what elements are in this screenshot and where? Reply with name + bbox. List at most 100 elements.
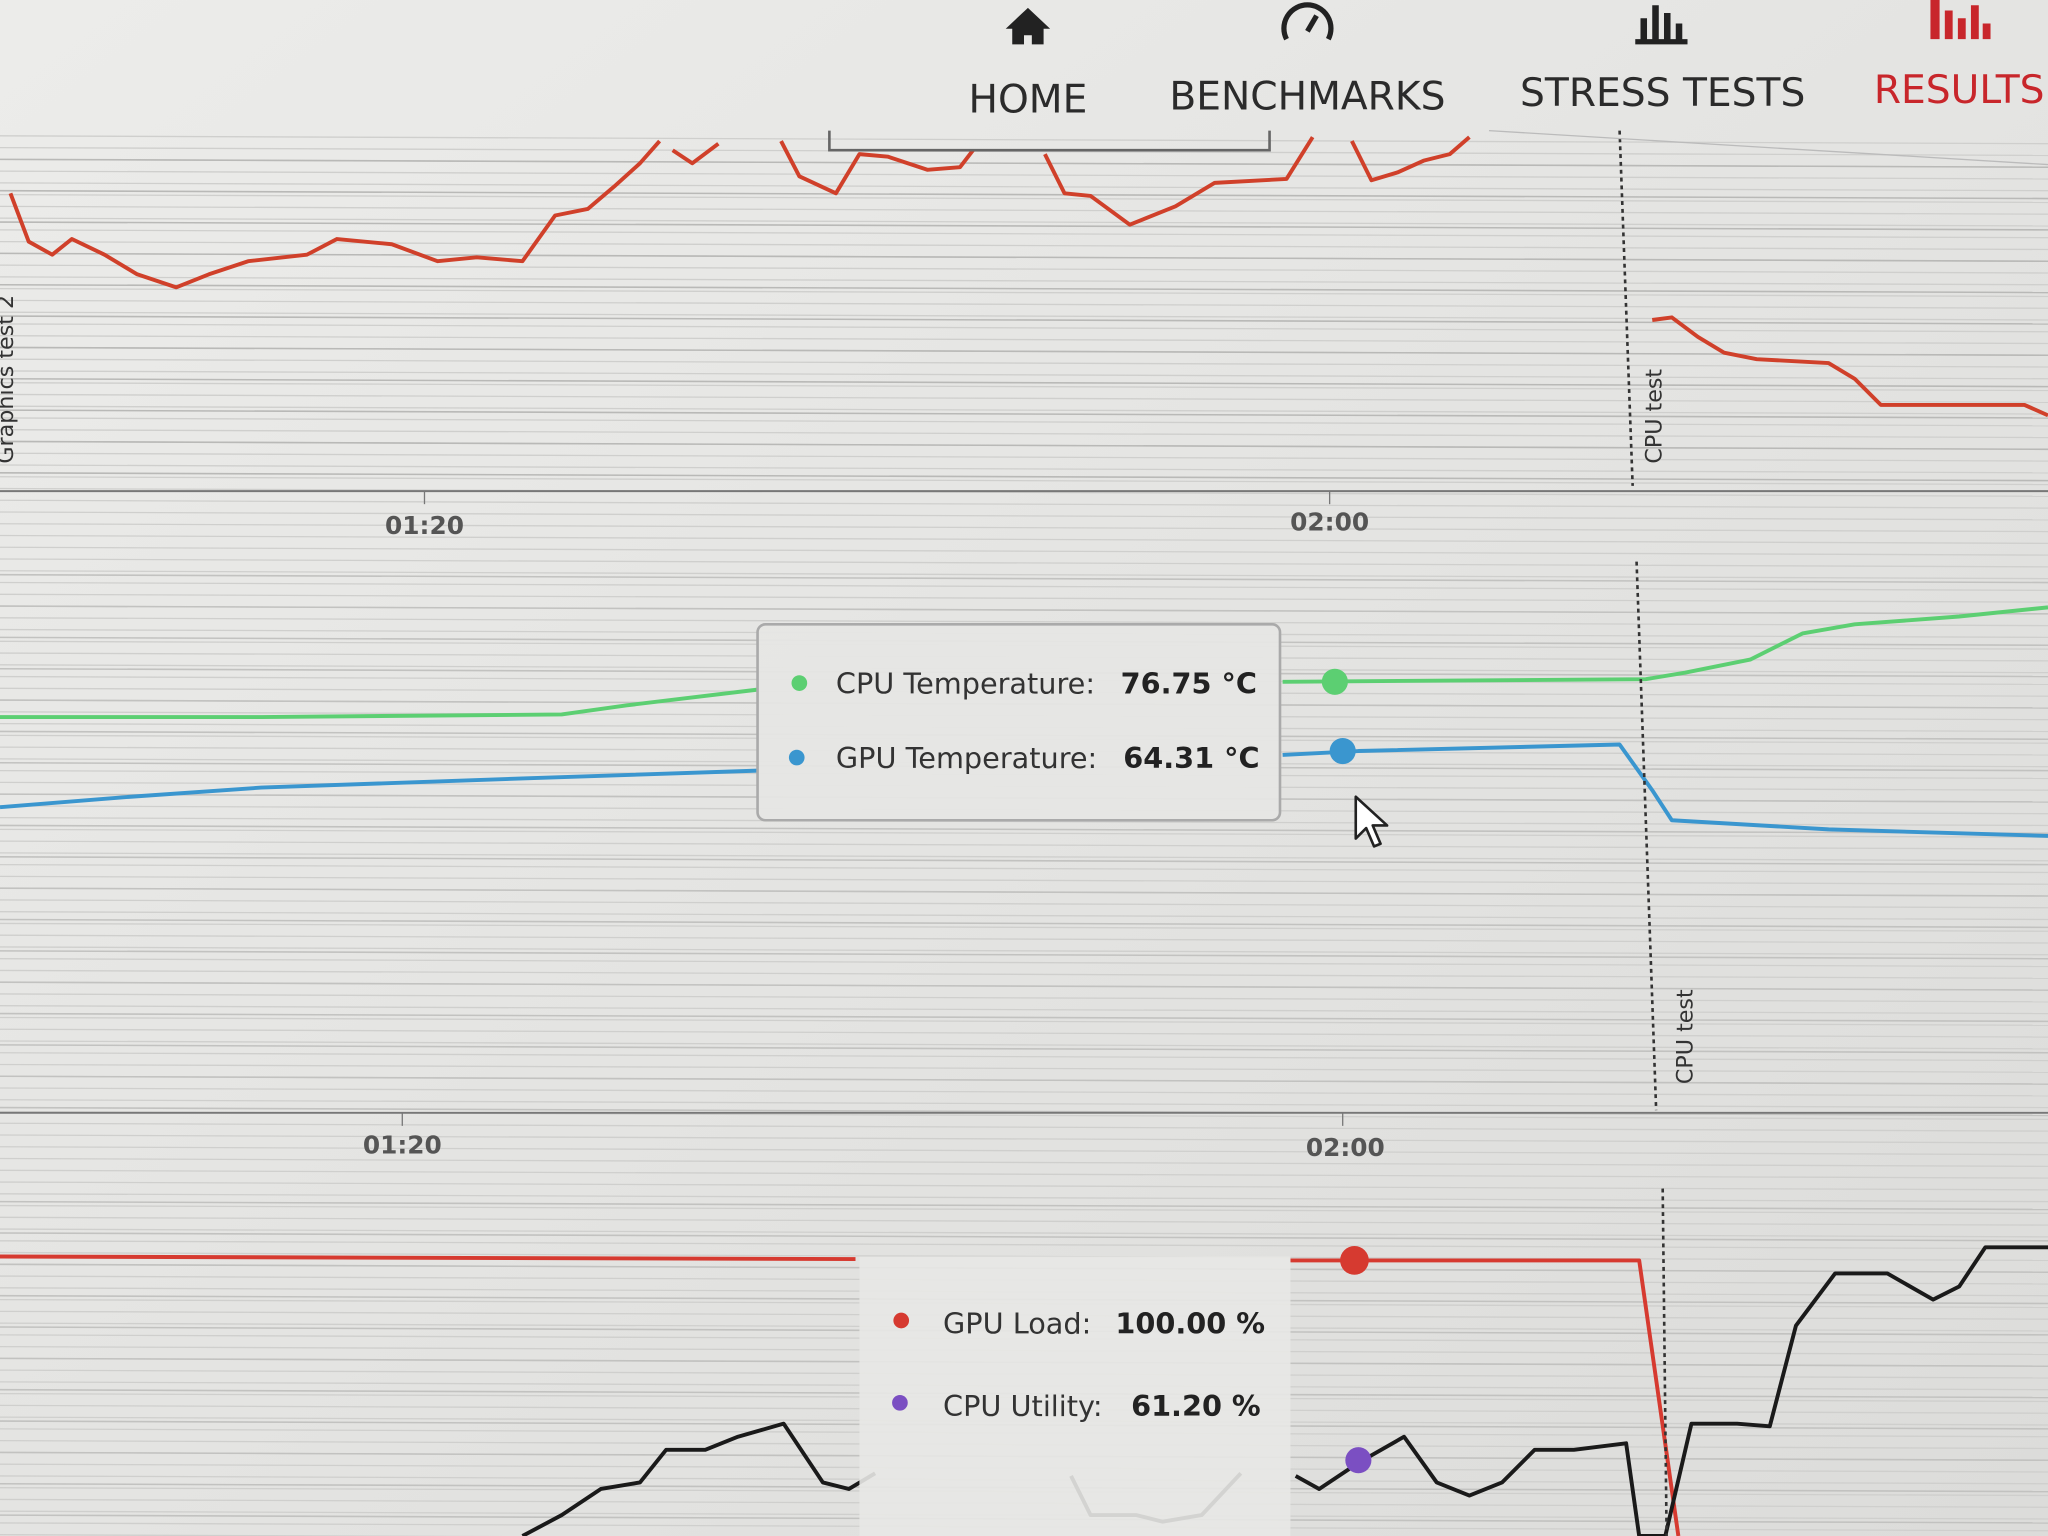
frame-rate-line <box>1043 136 1315 227</box>
grid-line <box>0 464 2048 474</box>
grid-line <box>0 1028 2048 1038</box>
tooltip-value: 100.00 % <box>1115 1307 1265 1341</box>
grid-line <box>0 573 2048 584</box>
grid-line <box>0 887 2048 897</box>
grid-line <box>0 358 2048 368</box>
frame-rate-line <box>671 142 720 166</box>
hover-point <box>1345 1447 1372 1474</box>
grid-line <box>0 315 2048 325</box>
tooltip-box <box>756 623 1282 822</box>
grid-line <box>0 323 2048 333</box>
grid-line <box>0 899 2048 909</box>
frame-rate-line <box>779 140 975 196</box>
nav-item[interactable]: BENCHMARKS <box>1169 75 1445 120</box>
nav-benchmarks[interactable]: BENCHMARKS <box>828 2 1445 152</box>
grid-line <box>0 918 2048 929</box>
gpu-temperature-line <box>1282 742 2048 838</box>
nav-home[interactable]: HOME <box>968 7 1087 122</box>
grid-line <box>0 264 2048 274</box>
grid-line <box>0 193 2048 204</box>
home-icon <box>1005 7 1051 45</box>
tooltip-label: CPU Utility: <box>943 1389 1103 1423</box>
grid-line <box>0 570 2048 580</box>
grid-line <box>0 856 2048 866</box>
grid-line <box>0 135 2048 145</box>
nav-stress-tests[interactable]: STRESS TESTS <box>1520 5 1805 116</box>
cpu-utility-line <box>1294 1245 2048 1536</box>
grid-line <box>0 382 2048 392</box>
grid-line <box>0 605 2048 615</box>
cpu-utility-line <box>521 1421 877 1536</box>
nav-results[interactable]: RESULTS <box>1874 0 2045 113</box>
grid-line <box>0 946 2048 956</box>
grid-line <box>0 346 2048 357</box>
grid-line <box>0 1040 2048 1050</box>
chart-load: GPU Load: 100.00 % CPU Utility: 61.20 % <box>0 1188 2048 1536</box>
grid-line <box>0 377 2048 388</box>
grid-line <box>0 1099 2048 1109</box>
grid-line <box>0 922 2048 932</box>
chart-temperature: CPU test 01:20 02:00 CPU Temperature: 76… <box>0 561 2048 1162</box>
grid-line <box>0 240 2048 251</box>
grid-line <box>0 875 2048 885</box>
frame-rate-line <box>1651 315 2048 418</box>
grid-line <box>0 487 2048 497</box>
grid-line <box>0 252 2048 263</box>
grid-line <box>0 864 2048 874</box>
grid-line <box>0 1228 2048 1238</box>
grid-line <box>0 417 2048 427</box>
grid-line <box>0 1016 2048 1026</box>
cpu-temperature-line <box>1282 605 2048 684</box>
grid-line <box>0 1063 2048 1073</box>
grid-line <box>0 1240 2048 1250</box>
grid-line <box>0 288 2048 298</box>
hover-point <box>1329 737 1356 765</box>
grid-line <box>0 472 2048 482</box>
grid-line <box>0 429 2048 439</box>
x-tick-label: 01:20 <box>363 1130 442 1159</box>
nav-item[interactable]: STRESS TESTS <box>1520 71 1805 116</box>
grid-line <box>0 1044 2048 1054</box>
grid-line <box>0 1122 2048 1132</box>
test-divider <box>1635 561 1658 1111</box>
grid-line <box>0 828 2048 838</box>
grid-line <box>0 840 2048 850</box>
x-tick-label: 02:00 <box>1306 1133 1385 1162</box>
grid-line <box>0 276 2048 286</box>
grid-line <box>0 617 2048 627</box>
grid-line <box>0 1134 2048 1144</box>
x-tick-label: 01:20 <box>385 511 464 540</box>
grid-line <box>0 1157 2048 1168</box>
grid-line <box>0 299 2048 309</box>
nav-item[interactable]: HOME <box>968 77 1087 122</box>
tooltip-value: 64.31 °C <box>1123 741 1259 775</box>
frame-rate-line <box>8 139 662 290</box>
legend-dot <box>788 749 805 766</box>
grid-line <box>0 1204 2048 1215</box>
grid-line <box>0 311 2048 321</box>
test-label: CPU test <box>1641 369 1667 464</box>
mouse-cursor <box>1354 795 1389 848</box>
tooltip-label: GPU Load: <box>943 1307 1091 1341</box>
tooltip: GPU Load: 100.00 % CPU Utility: 61.20 % <box>859 1256 1291 1536</box>
tooltip-label: GPU Temperature: <box>836 741 1097 775</box>
grid-line <box>0 452 2048 462</box>
hover-point <box>1340 1246 1369 1275</box>
x-tick-label: 02:00 <box>1290 507 1369 536</box>
test-label: Graphics test 2 <box>0 295 19 464</box>
grid-line <box>0 405 2048 415</box>
legend-dot <box>791 675 808 691</box>
grid-line <box>0 499 2048 509</box>
grid-line <box>0 558 2048 568</box>
grid-line <box>0 158 2048 168</box>
tooltip-box <box>859 1256 1291 1536</box>
grid-line <box>0 950 2048 960</box>
grid-line <box>0 581 2048 592</box>
cpu-temperature-line <box>0 687 758 720</box>
grid-line <box>0 205 2048 215</box>
grid-line <box>0 981 2048 991</box>
nav-item[interactable]: RESULTS <box>1874 68 2045 113</box>
hover-point <box>1321 668 1348 695</box>
